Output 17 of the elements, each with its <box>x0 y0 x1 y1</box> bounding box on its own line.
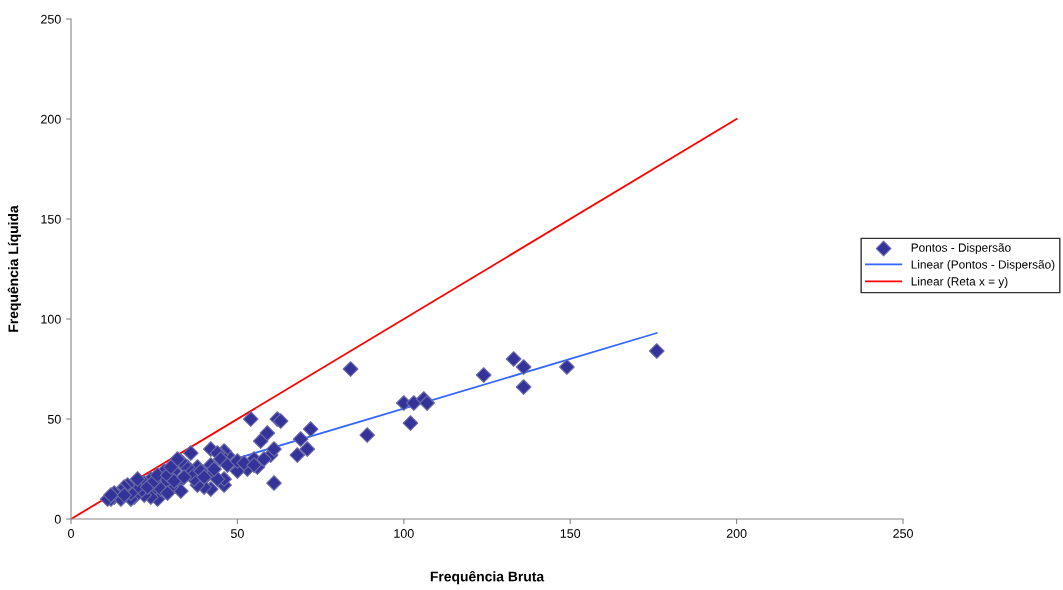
y-tick-label: 100 <box>41 314 61 324</box>
y-tick-label: 0 <box>54 514 61 524</box>
legend-label: Pontos - Dispersão <box>911 243 1011 255</box>
x-tick-label: 200 <box>726 529 747 538</box>
legend-label: Linear (Pontos - Dispersão) <box>911 260 1055 271</box>
x-tick-label: 0 <box>68 529 74 538</box>
y-tick-label: 50 <box>47 414 61 424</box>
y-axis-title: Frequência Líquida <box>7 205 21 332</box>
y-tick-label: 200 <box>41 114 61 124</box>
x-tick-label: 150 <box>560 529 581 538</box>
y-tick-label: 150 <box>41 214 61 224</box>
x-axis-title: Frequência Bruta <box>430 570 545 585</box>
x-tick-label: 250 <box>893 529 913 538</box>
y-tick-label: 250 <box>41 14 61 24</box>
x-tick-label: 50 <box>230 529 244 538</box>
x-tick-label: 100 <box>394 529 414 538</box>
legend-label: Linear (Reta x = y) <box>911 276 1008 288</box>
